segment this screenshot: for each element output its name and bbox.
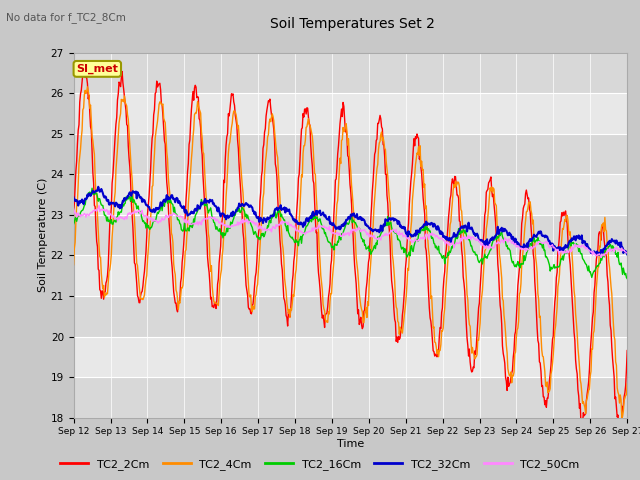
Bar <box>74 255 627 296</box>
X-axis label: Time: Time <box>337 439 364 449</box>
Text: No data for f_TC2_8Cm: No data for f_TC2_8Cm <box>6 12 126 23</box>
Bar <box>74 215 627 255</box>
Bar <box>74 296 627 336</box>
Bar <box>74 377 627 418</box>
Legend: TC2_2Cm, TC2_4Cm, TC2_16Cm, TC2_32Cm, TC2_50Cm: TC2_2Cm, TC2_4Cm, TC2_16Cm, TC2_32Cm, TC… <box>56 455 584 474</box>
Text: Soil Temperatures Set 2: Soil Temperatures Set 2 <box>269 17 435 31</box>
Bar <box>74 336 627 377</box>
Bar <box>74 53 627 93</box>
Bar <box>74 134 627 174</box>
Bar <box>74 174 627 215</box>
Y-axis label: Soil Temperature (C): Soil Temperature (C) <box>38 178 48 292</box>
Bar <box>74 93 627 134</box>
Text: SI_met: SI_met <box>76 64 118 74</box>
